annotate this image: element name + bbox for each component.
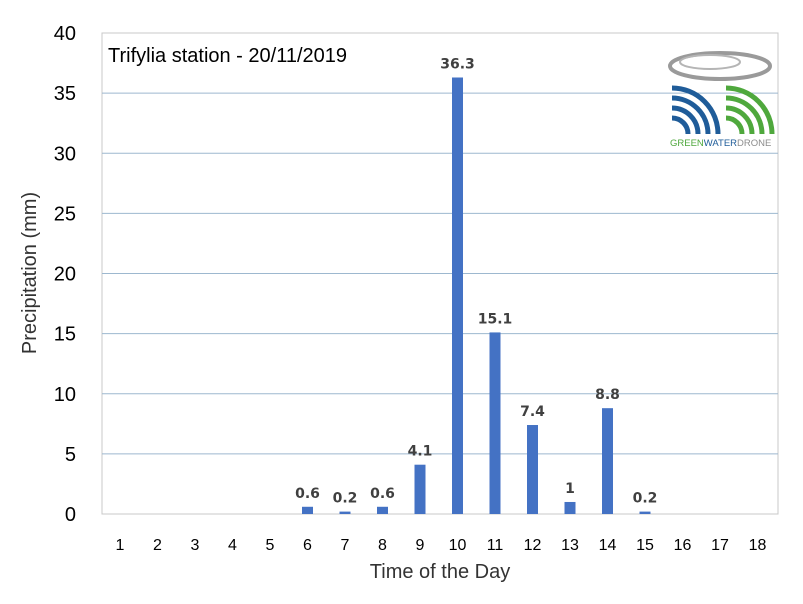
y-axis-label: Precipitation (mm) — [19, 192, 41, 354]
x-tick-label: 15 — [636, 537, 654, 554]
x-axis-ticks: 1 2 3 4 5 6 7 8 9 10 11 12 13 14 15 16 17 18 — [116, 537, 767, 554]
x-tick-label: 18 — [749, 537, 767, 554]
bar-12 — [527, 425, 538, 514]
y-axis-ticks: 0 5 10 15 20 25 30 35 40 — [54, 23, 76, 526]
bar-11 — [489, 332, 501, 514]
y-tick-label: 40 — [54, 23, 76, 45]
data-label-13: 1 — [565, 481, 575, 497]
drone-arc-icon — [668, 51, 772, 81]
x-tick-label: 3 — [191, 537, 200, 554]
y-tick-label: 15 — [54, 324, 76, 346]
bar-15 — [639, 511, 651, 514]
bar-14 — [602, 408, 613, 514]
data-label-15: 0.2 — [633, 491, 658, 507]
x-tick-label: 7 — [341, 537, 350, 554]
drone-arc-inner-icon — [679, 54, 741, 70]
data-label-6: 0.6 — [295, 486, 320, 502]
y-tick-label: 20 — [54, 264, 76, 286]
x-axis-label: Time of the Day — [370, 561, 510, 583]
x-tick-label: 14 — [599, 537, 617, 554]
bar-8 — [377, 506, 388, 514]
x-tick-label: 16 — [674, 537, 692, 554]
data-label-9: 4.1 — [408, 444, 433, 460]
bars — [302, 77, 651, 515]
x-tick-label: 10 — [449, 537, 467, 554]
bar-6 — [302, 506, 313, 514]
data-labels: 0.6 0.2 0.6 4.1 36.3 15.1 7.4 1 8.8 0.2 — [295, 56, 657, 506]
green-waves-icon — [725, 85, 775, 135]
logo-green-water-drone: GREENWATERDRONE — [668, 51, 775, 149]
data-label-7: 0.2 — [333, 491, 358, 507]
chart-title: Trifylia station - 20/11/2019 — [108, 45, 347, 67]
x-tick-label: 1 — [116, 537, 125, 554]
y-tick-label: 0 — [65, 504, 76, 526]
bar-13 — [564, 501, 576, 514]
x-tick-label: 2 — [153, 537, 162, 554]
y-tick-label: 25 — [54, 203, 76, 225]
x-tick-label: 6 — [303, 537, 312, 554]
y-tick-label: 35 — [54, 83, 76, 105]
data-label-11: 15.1 — [478, 311, 513, 327]
y-tick-label: 10 — [54, 384, 76, 406]
gridlines — [102, 92, 778, 455]
bar-10 — [452, 77, 463, 515]
x-tick-label: 12 — [524, 537, 542, 554]
data-label-10: 36.3 — [440, 56, 475, 72]
data-label-8: 0.6 — [370, 486, 395, 502]
x-tick-label: 11 — [487, 537, 504, 554]
logo-text: GREENWATERDRONE — [670, 138, 771, 149]
x-tick-label: 5 — [266, 537, 275, 554]
bar-7 — [339, 511, 351, 514]
x-tick-label: 4 — [228, 537, 237, 554]
x-tick-label: 8 — [378, 537, 387, 554]
data-label-12: 7.4 — [520, 404, 545, 420]
blue-waves-icon — [671, 85, 721, 135]
x-tick-label: 9 — [416, 537, 425, 554]
y-tick-label: 5 — [65, 444, 76, 466]
x-tick-label: 17 — [711, 537, 729, 554]
bar-9 — [414, 464, 426, 514]
x-tick-label: 13 — [561, 537, 579, 554]
data-label-14: 8.8 — [595, 387, 620, 403]
y-tick-label: 30 — [54, 143, 76, 165]
